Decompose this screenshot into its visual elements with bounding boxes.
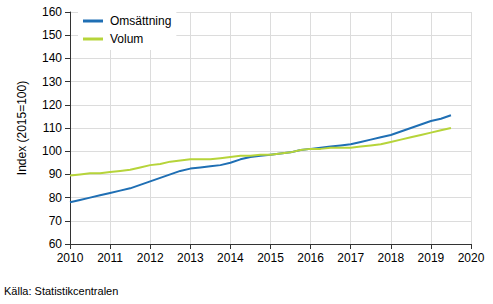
svg-text:2020: 2020 xyxy=(458,251,485,265)
svg-text:2018: 2018 xyxy=(377,251,404,265)
svg-text:150: 150 xyxy=(42,28,62,42)
svg-text:2015: 2015 xyxy=(257,251,284,265)
svg-text:90: 90 xyxy=(49,167,63,181)
svg-text:160: 160 xyxy=(42,5,62,19)
svg-text:Volum: Volum xyxy=(110,32,143,46)
svg-text:110: 110 xyxy=(43,121,62,135)
svg-text:2016: 2016 xyxy=(297,251,324,265)
svg-text:100: 100 xyxy=(42,144,62,158)
svg-text:2012: 2012 xyxy=(137,251,164,265)
svg-text:130: 130 xyxy=(42,75,62,89)
svg-text:120: 120 xyxy=(42,98,62,112)
svg-text:60: 60 xyxy=(49,237,63,251)
svg-text:2010: 2010 xyxy=(57,251,84,265)
svg-text:2017: 2017 xyxy=(337,251,364,265)
svg-text:Källa: Statistikcentralen: Källa: Statistikcentralen xyxy=(4,285,118,297)
svg-text:Omsättning: Omsättning xyxy=(110,14,171,28)
svg-text:Index (2015=100): Index (2015=100) xyxy=(15,81,29,175)
svg-text:70: 70 xyxy=(49,214,63,228)
svg-text:2013: 2013 xyxy=(177,251,204,265)
svg-text:2019: 2019 xyxy=(418,251,445,265)
svg-text:140: 140 xyxy=(42,51,62,65)
svg-text:2011: 2011 xyxy=(97,251,123,265)
svg-text:80: 80 xyxy=(49,191,63,205)
svg-text:2014: 2014 xyxy=(217,251,244,265)
